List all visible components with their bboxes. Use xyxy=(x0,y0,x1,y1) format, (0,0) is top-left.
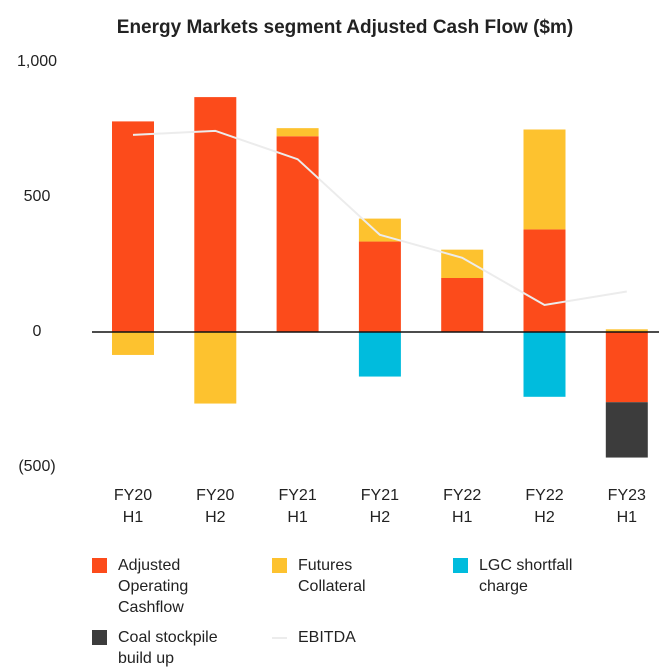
bar xyxy=(523,332,566,397)
bar xyxy=(523,129,566,230)
legend-swatch xyxy=(272,558,287,573)
x-tick-label: FY21 H2 xyxy=(360,487,400,526)
legend-label: LGC shortfall charge xyxy=(479,557,573,595)
bar xyxy=(276,128,319,137)
x-tick-label: FY22 H1 xyxy=(443,487,482,526)
bar xyxy=(523,229,566,332)
bar xyxy=(276,136,319,332)
x-tick-label: FY21 H1 xyxy=(278,487,317,526)
legend-label: Coal stockpile build up xyxy=(118,629,218,667)
y-tick-label: 0 xyxy=(33,323,42,340)
bar xyxy=(605,332,648,403)
chart-title: Energy Markets segment Adjusted Cash Flo… xyxy=(117,17,573,38)
line xyxy=(132,129,627,307)
legend-swatch xyxy=(453,558,468,573)
bar xyxy=(112,332,154,355)
x-tick-label: FY20 H2 xyxy=(196,487,235,526)
bar xyxy=(605,329,648,332)
bar xyxy=(194,332,237,404)
legend-swatch xyxy=(92,558,107,573)
bar xyxy=(358,241,401,332)
bar xyxy=(441,278,484,332)
x-tick-label: FY23 H1 xyxy=(607,487,646,526)
legend-swatch xyxy=(272,637,287,639)
legend-swatch xyxy=(92,630,107,645)
y-tick-label: 500 xyxy=(24,188,51,205)
legend-label: Futures Collateral xyxy=(298,557,366,595)
y-tick-label: 1,000 xyxy=(17,53,57,70)
bar xyxy=(605,402,648,458)
x-tick-label: FY20 H1 xyxy=(113,487,153,526)
legend-label: EBITDA xyxy=(298,629,356,646)
legend-label: Adjusted Operating Cashflow xyxy=(118,557,189,616)
y-tick-label: (500) xyxy=(18,458,55,475)
bar xyxy=(112,121,154,333)
x-tick-label: FY22 H2 xyxy=(525,487,564,526)
bar xyxy=(358,332,401,377)
